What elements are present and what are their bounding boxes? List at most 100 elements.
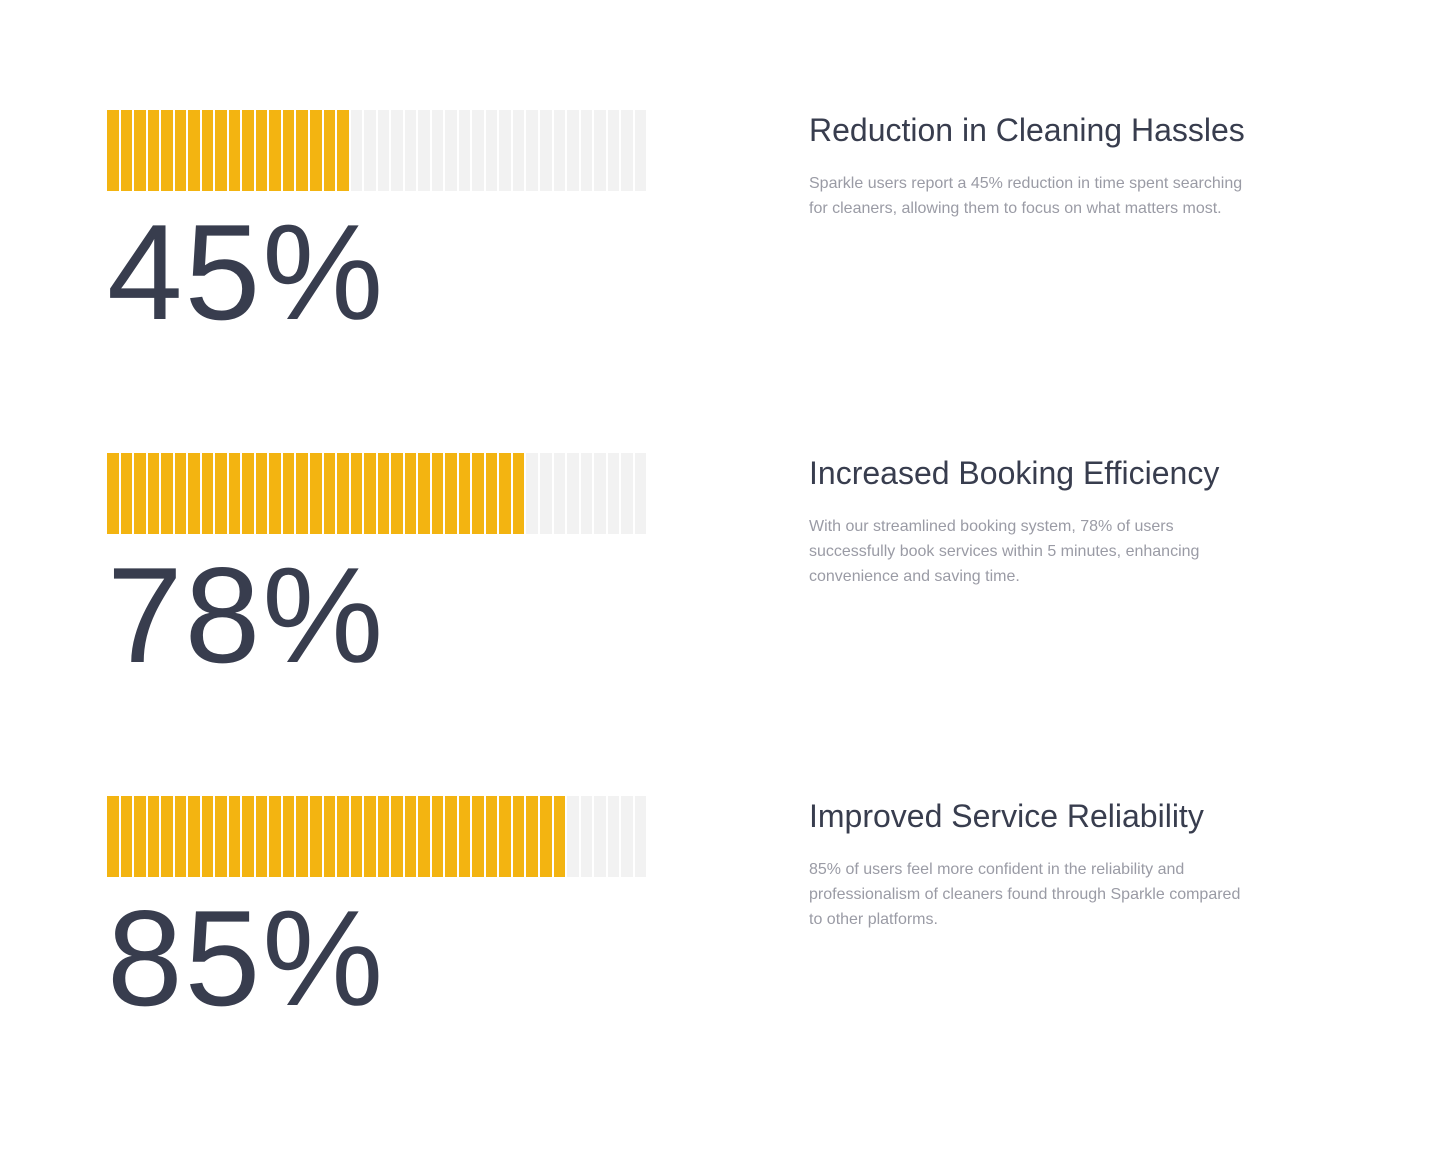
bar-segment-filled — [499, 796, 511, 877]
stat-block-service-reliability: 85% Improved Service Reliability 85% of … — [107, 796, 1440, 1096]
bar-segment-empty — [607, 796, 620, 877]
bar-segment-empty — [526, 453, 538, 534]
bar-segment-filled — [134, 110, 146, 191]
stat-value: 85% — [107, 882, 386, 1034]
bar-segment-filled — [188, 453, 200, 534]
bar-segment-empty — [580, 453, 593, 534]
bar-segment-filled — [391, 796, 403, 877]
bar-segment-empty — [553, 110, 566, 191]
bar-segment-filled — [269, 110, 281, 191]
bar-segment-empty — [472, 110, 484, 191]
bar-segment-filled — [201, 110, 214, 191]
bar-segment-filled — [282, 796, 295, 877]
bar-segment-filled — [337, 110, 349, 191]
bar-segment-filled — [161, 110, 173, 191]
bar-segment-filled — [364, 796, 376, 877]
stat-title: Increased Booking Efficiency — [809, 455, 1220, 491]
bar-segment-filled — [215, 796, 227, 877]
bar-segment-empty — [526, 110, 538, 191]
bar-segment-filled — [296, 110, 308, 191]
bar-segment-filled — [242, 110, 254, 191]
bar-segment-filled — [499, 453, 511, 534]
bar-segment-empty — [580, 110, 593, 191]
bar-segment-filled — [391, 453, 403, 534]
bar-segment-filled — [228, 796, 241, 877]
bar-segment-filled — [188, 110, 200, 191]
bar-segment-filled — [472, 453, 484, 534]
bar-segment-filled — [120, 453, 133, 534]
bar-segment-filled — [512, 453, 525, 534]
bar-segment-filled — [188, 796, 200, 877]
bar-segment-filled — [201, 453, 214, 534]
bar-segment-empty — [540, 453, 552, 534]
bar-segment-filled — [120, 110, 133, 191]
bar-segment-empty — [607, 110, 620, 191]
bar-segment-empty — [553, 453, 566, 534]
bar-segment-filled — [201, 796, 214, 877]
bar-segment-filled — [404, 453, 417, 534]
bar-segment-filled — [337, 796, 349, 877]
bar-segment-filled — [296, 796, 308, 877]
bar-segment-filled — [458, 796, 471, 877]
bar-segment-filled — [242, 796, 254, 877]
bar-segment-filled — [418, 796, 430, 877]
bar-segment-filled — [472, 796, 484, 877]
bar-segment-filled — [174, 110, 187, 191]
bar-segment-filled — [269, 453, 281, 534]
bar-segment-filled — [255, 110, 268, 191]
bar-segment-empty — [594, 110, 606, 191]
stat-description: 85% of users feel more confident in the … — [809, 861, 1241, 928]
stat-block-booking-efficiency: 78% Increased Booking Efficiency With ou… — [107, 453, 1440, 753]
bar-segment-empty — [634, 110, 647, 191]
bar-segment-filled — [147, 796, 160, 877]
segmented-progress-bar — [107, 453, 647, 534]
bar-segment-filled — [377, 453, 390, 534]
bar-segment-filled — [147, 453, 160, 534]
bar-segment-filled — [228, 110, 241, 191]
stat-block-cleaning-hassles: 45% Reduction in Cleaning Hassles Sparkl… — [107, 110, 1440, 410]
bar-segment-filled — [323, 453, 336, 534]
bar-segment-filled — [242, 453, 254, 534]
bar-segment-filled — [161, 453, 173, 534]
bar-segment-filled — [147, 110, 160, 191]
bar-segment-filled — [431, 796, 444, 877]
segmented-progress-bar — [107, 796, 647, 877]
bar-segment-filled — [255, 453, 268, 534]
stat-title: Reduction in Cleaning Hassles — [809, 112, 1245, 148]
bar-segment-filled — [107, 453, 119, 534]
bar-segment-filled — [107, 796, 119, 877]
bar-segment-filled — [107, 110, 119, 191]
bar-segment-filled — [174, 796, 187, 877]
bar-segment-empty — [391, 110, 403, 191]
bar-segment-empty — [431, 110, 444, 191]
bar-segment-filled — [161, 796, 173, 877]
bar-segment-empty — [485, 110, 498, 191]
stat-value: 78% — [107, 539, 386, 691]
bar-segment-filled — [337, 453, 349, 534]
bar-segment-empty — [458, 110, 471, 191]
bar-segment-empty — [512, 110, 525, 191]
stat-title: Improved Service Reliability — [809, 798, 1204, 834]
bar-segment-filled — [296, 453, 308, 534]
bar-segment-filled — [309, 796, 322, 877]
bar-segment-empty — [621, 796, 633, 877]
bar-segment-empty — [445, 110, 457, 191]
bar-segment-empty — [567, 110, 579, 191]
bar-segment-empty — [350, 110, 363, 191]
bar-segment-filled — [458, 453, 471, 534]
bar-segment-empty — [499, 110, 511, 191]
bar-segment-filled — [445, 796, 457, 877]
bar-segment-filled — [350, 796, 363, 877]
bar-segment-empty — [607, 453, 620, 534]
stat-description: Sparkle users report a 45% reduction in … — [809, 175, 1243, 217]
bar-segment-empty — [621, 453, 633, 534]
bar-segment-filled — [485, 796, 498, 877]
bar-segment-empty — [580, 796, 593, 877]
bar-segment-filled — [120, 796, 133, 877]
bar-segment-filled — [269, 796, 281, 877]
bar-segment-empty — [634, 796, 647, 877]
bar-segment-filled — [485, 453, 498, 534]
bar-segment-filled — [418, 453, 430, 534]
bar-segment-empty — [594, 796, 606, 877]
bar-segment-empty — [634, 453, 647, 534]
